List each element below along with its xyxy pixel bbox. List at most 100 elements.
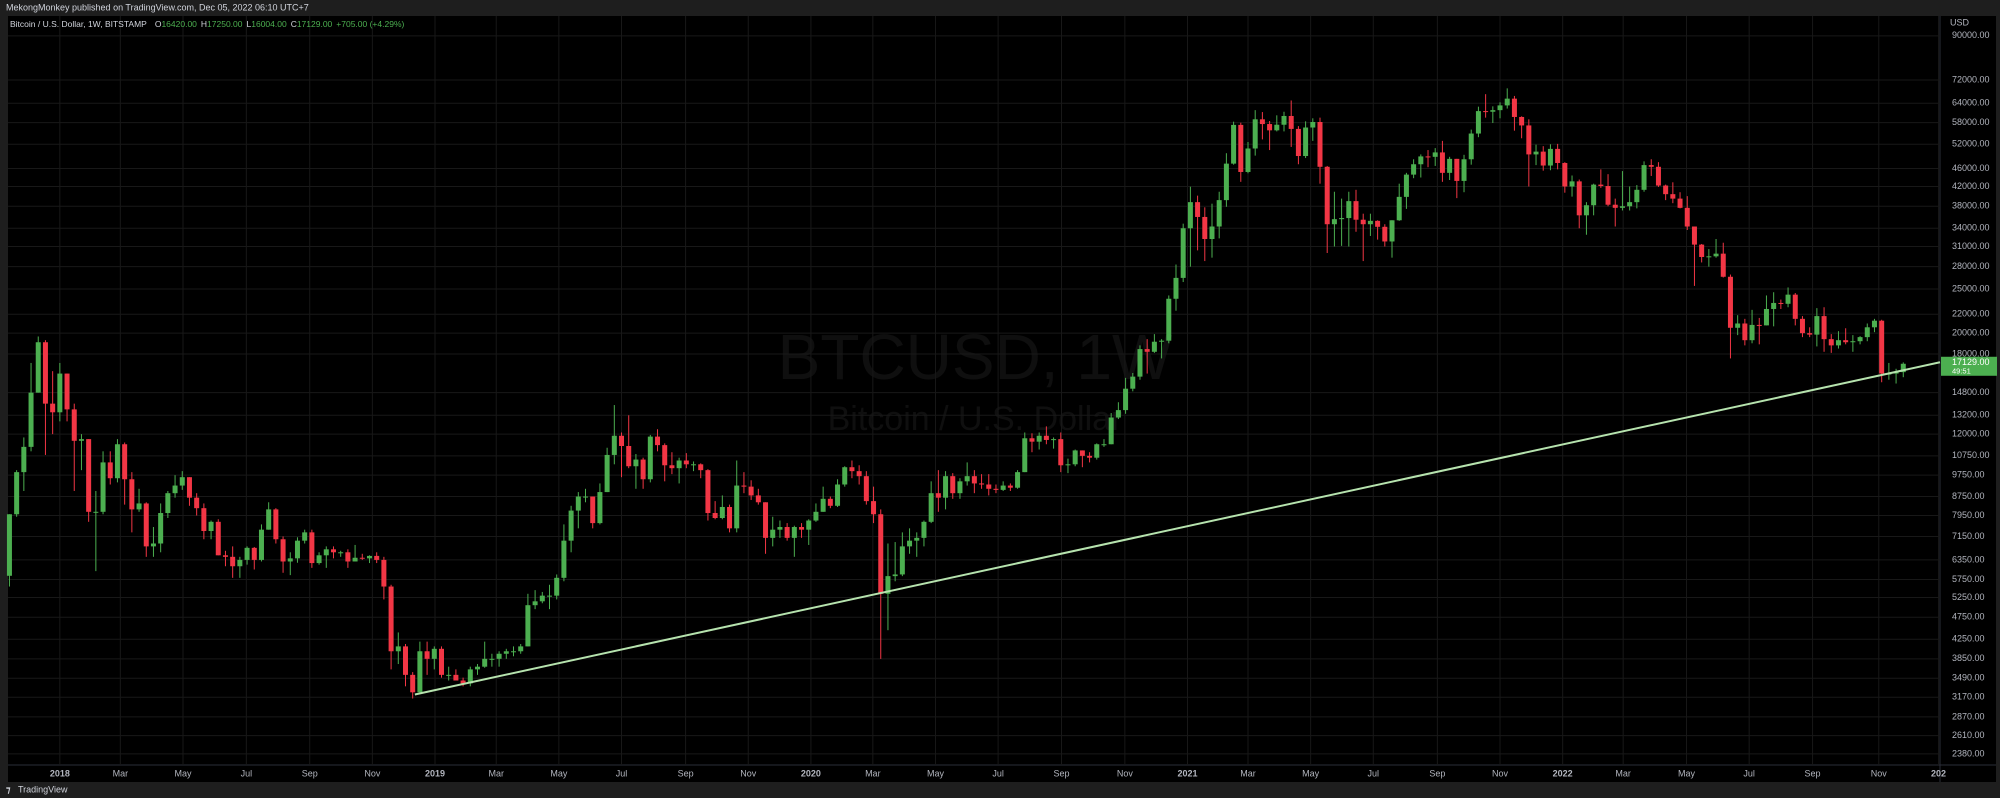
x-tick-label: Mar [488, 768, 504, 778]
candle-body [878, 514, 884, 594]
legend-item: 17129.00 [297, 19, 333, 29]
candle-body [979, 483, 985, 485]
x-tick-label: Jul [1368, 768, 1380, 778]
candle-body [532, 601, 538, 606]
x-tick-label: May [174, 768, 192, 778]
candle-body [129, 479, 135, 510]
candle-body [237, 559, 243, 567]
candle-body [1180, 228, 1186, 278]
x-tick-label: Sep [678, 768, 694, 778]
candle-body [1360, 219, 1366, 225]
x-tick-label: May [1302, 768, 1320, 778]
candle-body [791, 527, 797, 538]
x-tick-label: May [927, 768, 945, 778]
candle-body [1807, 333, 1813, 335]
x-tick-label: Sep [1429, 768, 1445, 778]
candle-body [1627, 202, 1633, 207]
candle-body [1389, 220, 1395, 242]
candle-body [6, 514, 12, 576]
x-tick-label: Nov [740, 768, 757, 778]
x-tick-label: Jul [992, 768, 1004, 778]
y-tick-label: 28000.00 [1952, 261, 1990, 271]
y-tick-label: 90000.00 [1952, 30, 1990, 40]
candle-body [1151, 341, 1157, 352]
candle-body [1879, 320, 1885, 374]
candle-body [748, 486, 754, 496]
candle-body [1288, 115, 1294, 129]
candle-body [438, 648, 444, 675]
candle-body [1418, 156, 1424, 165]
x-tick-label: Jul [1743, 768, 1755, 778]
candle-body [482, 658, 488, 667]
candle-body [971, 476, 977, 484]
candle-body [763, 502, 769, 538]
candle-body [194, 497, 200, 509]
x-tick-label: 2020 [801, 768, 821, 778]
candle-body [57, 373, 63, 413]
y-tick-label: 4750.00 [1952, 612, 1985, 622]
candle-body [410, 674, 416, 693]
candle-body [352, 557, 358, 562]
candle-body [1504, 98, 1510, 106]
candle-body [1331, 219, 1337, 225]
candle-body [1569, 181, 1575, 187]
legend-item: 17250.00 [207, 19, 243, 29]
candle-body [215, 521, 221, 556]
candle-body [611, 435, 617, 455]
candle-body [222, 555, 228, 557]
countdown: 49:51 [1952, 366, 1971, 375]
candle-body [1130, 376, 1136, 389]
candle-body [1670, 194, 1676, 199]
watermark-description: Bitcoin / U.S. Dollar [828, 400, 1123, 438]
candle-body [1166, 298, 1172, 341]
candle-body [899, 546, 905, 575]
candle-body [287, 558, 293, 562]
x-tick-label: Mar [113, 768, 129, 778]
candle-body [835, 484, 841, 506]
candle-body [1101, 444, 1107, 446]
candle-body [871, 501, 877, 515]
candle-body [78, 439, 84, 441]
candle-body [330, 549, 336, 553]
x-tick-label: Nov [364, 768, 381, 778]
legend-item: O [155, 19, 162, 29]
candle-body [907, 540, 913, 547]
candle-body [964, 476, 970, 482]
y-tick-label: 3850.00 [1952, 653, 1985, 663]
candle-body [1799, 318, 1805, 334]
candle-body [813, 511, 819, 521]
candle-body [1065, 464, 1071, 466]
candle-body [122, 444, 128, 480]
candle-body [1245, 148, 1251, 172]
candle-body [359, 557, 365, 559]
candle-body [863, 476, 869, 502]
y-tick-label: 10750.00 [1952, 450, 1990, 460]
candle-body [827, 498, 833, 506]
candle-body [417, 651, 423, 693]
candle-body [539, 595, 545, 602]
candle-body [655, 436, 661, 446]
candle-body [1432, 152, 1438, 157]
legend: Bitcoin / U.S. Dollar, 1W, BITSTAMP O1642… [10, 19, 405, 29]
candle-body [28, 392, 34, 447]
candle-body [1022, 438, 1028, 473]
candle-body [842, 467, 848, 485]
y-tick-label: 34000.00 [1952, 223, 1990, 233]
y-tick-label: 13200.00 [1952, 410, 1990, 420]
candle-body [273, 509, 279, 540]
candle-body [1382, 226, 1388, 242]
candle-body [1828, 339, 1834, 346]
candle-body [143, 503, 149, 547]
candle-body [1072, 450, 1078, 465]
trendline [414, 361, 1941, 696]
candle-body [1511, 98, 1517, 117]
y-tick-label: 12000.00 [1952, 428, 1990, 438]
candle-body [280, 539, 286, 562]
candle-body [1540, 151, 1546, 166]
candle-body [1303, 127, 1309, 157]
candle-body [683, 460, 689, 465]
candle-body [993, 488, 999, 490]
candle-body [1411, 164, 1417, 175]
candle-body [1483, 111, 1489, 113]
